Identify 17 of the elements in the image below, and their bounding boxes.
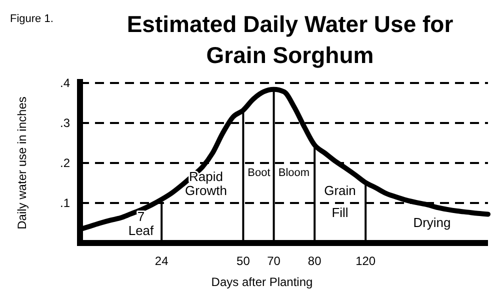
y-axis-title: Daily water use in inches xyxy=(15,96,29,230)
annotation: Boot xyxy=(248,167,270,179)
x-tick-label: 70 xyxy=(267,254,281,268)
x-tick-label: 120 xyxy=(356,254,376,268)
annotation: Drying xyxy=(413,215,451,230)
x-axis-title: Days after Planting xyxy=(211,275,313,289)
annotation: Grain Fill xyxy=(324,183,356,220)
chart-title: Estimated Daily Water Use for Grain Sorghum xyxy=(126,11,454,68)
x-tick-label: 24 xyxy=(154,254,169,268)
annotation: Bloom xyxy=(278,167,310,179)
x-tick-label: 50 xyxy=(236,254,250,268)
x-tick-label: 80 xyxy=(308,254,322,268)
y-tick-label: .2 xyxy=(60,156,70,170)
caption: Figure 1. xyxy=(10,13,54,25)
y-tick-label: .1 xyxy=(60,196,70,210)
y-tick-label: .4 xyxy=(60,76,70,90)
y-tick-label: .3 xyxy=(60,116,70,130)
